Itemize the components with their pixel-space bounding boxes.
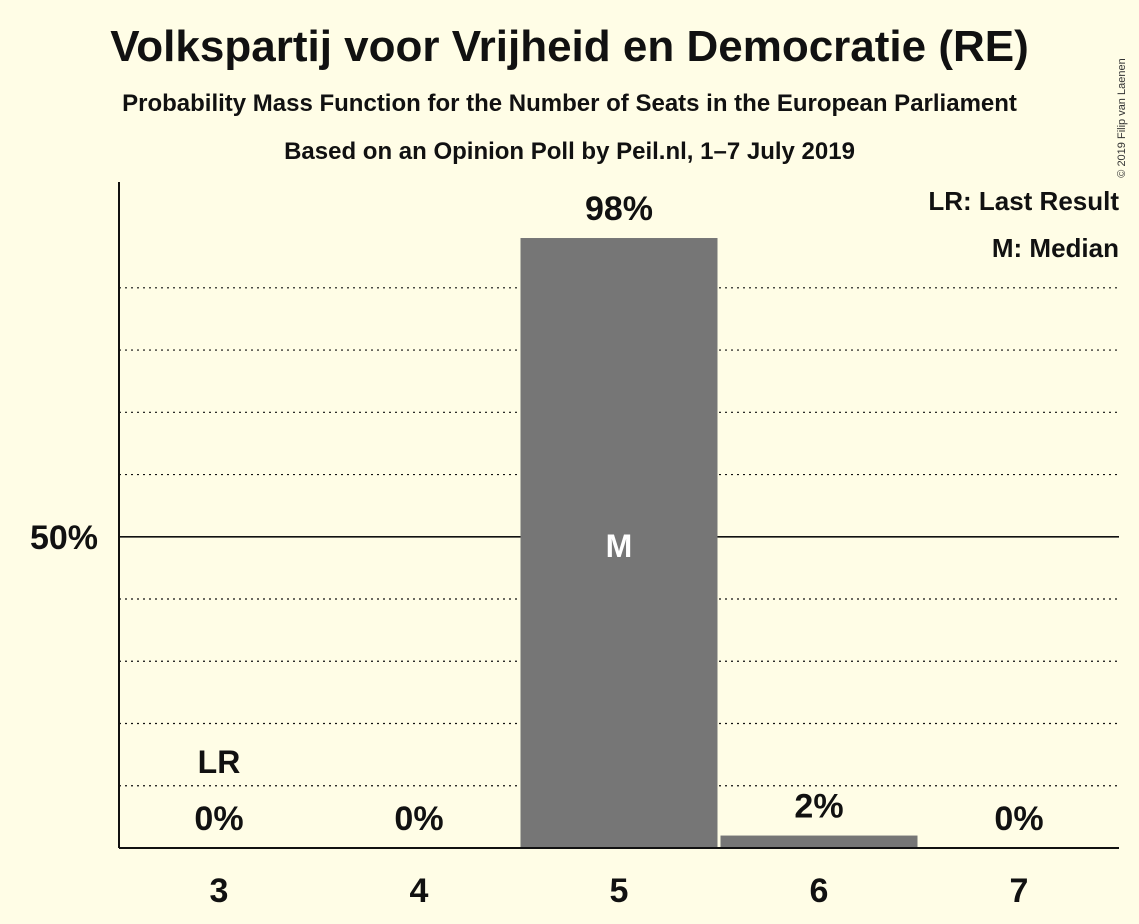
- median-marker: M: [606, 528, 633, 564]
- value-label-4: 0%: [394, 800, 443, 838]
- bar-seat-6: [720, 835, 918, 848]
- value-label-6: 2%: [794, 788, 843, 826]
- bar-seat-5: [520, 238, 718, 849]
- legend-last-result: LR: Last Result: [928, 186, 1119, 216]
- x-tick-label-5: 5: [610, 872, 629, 910]
- chart-subtitle: Probability Mass Function for the Number…: [122, 90, 1017, 117]
- chart-title: Volkspartij voor Vrijheid en Democratie …: [110, 22, 1029, 71]
- x-tick-label-4: 4: [410, 872, 429, 910]
- chart-source: Based on an Opinion Poll by Peil.nl, 1–7…: [284, 138, 855, 165]
- value-label-5: 98%: [585, 190, 653, 228]
- legend-median: M: Median: [992, 233, 1119, 263]
- last-result-marker: LR: [198, 744, 241, 780]
- x-tick-label-3: 3: [210, 872, 229, 910]
- x-tick-label-7: 7: [1010, 872, 1029, 910]
- y-tick-label: 50%: [30, 519, 98, 557]
- value-label-3: 0%: [194, 800, 243, 838]
- x-tick-label-6: 6: [810, 872, 829, 910]
- value-label-7: 0%: [994, 800, 1043, 838]
